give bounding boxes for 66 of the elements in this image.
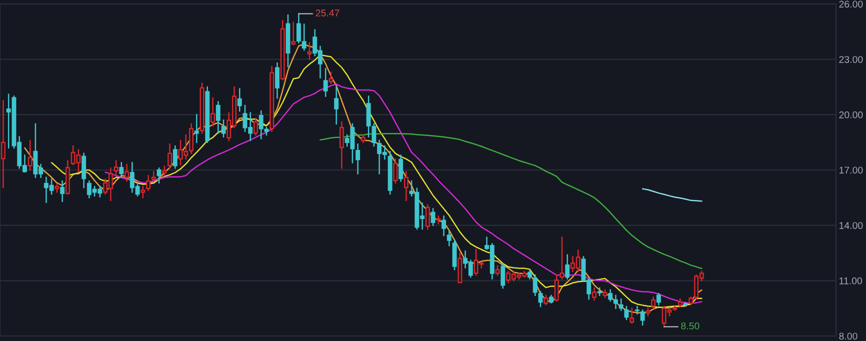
candlestick	[442, 215, 446, 236]
y-tick-label: 26.00	[839, 0, 863, 8]
candlestick	[430, 208, 436, 226]
candlestick	[446, 230, 452, 246]
line-series	[642, 188, 702, 202]
candlestick	[0, 100, 6, 188]
candlestick	[640, 310, 645, 326]
candlestick	[237, 88, 242, 112]
candlestick	[28, 140, 32, 171]
candlestick	[194, 114, 199, 143]
candlestick	[328, 72, 334, 84]
candlestick	[560, 236, 564, 280]
candlestick	[656, 292, 661, 306]
candlestick	[119, 162, 124, 178]
candlestick	[274, 62, 280, 99]
y-tick-label: 11.00	[840, 277, 862, 284]
candlestick	[156, 168, 162, 184]
candlestick	[592, 287, 596, 301]
candlestick	[216, 101, 220, 134]
y-tick-label: 20.00	[839, 111, 863, 118]
candlestick	[114, 160, 118, 176]
candlestick	[168, 144, 172, 169]
candlestick	[398, 154, 404, 182]
candlestick	[323, 68, 328, 97]
candlestick	[565, 254, 570, 280]
candlestick	[254, 118, 258, 136]
candlestick	[630, 308, 634, 324]
y-tick-label: 23.00	[839, 56, 863, 63]
candlestick	[124, 164, 130, 182]
candlestick	[221, 120, 226, 138]
candlestick	[151, 171, 156, 182]
candlestick	[210, 97, 215, 126]
candlestick	[538, 291, 543, 308]
candlestick	[82, 152, 86, 188]
candlestick	[618, 298, 624, 311]
candlestick	[60, 180, 65, 202]
candlestick	[356, 144, 360, 174]
candlestick	[334, 86, 339, 125]
candlestick	[500, 263, 506, 289]
candlestick	[544, 294, 548, 306]
candlestick	[458, 252, 462, 284]
candlestick	[404, 171, 408, 202]
y-tick-label: 8.00	[839, 332, 858, 340]
candlestick	[140, 186, 146, 198]
candlestick	[425, 204, 430, 230]
y-tick-label: 17.00	[840, 166, 863, 174]
candlestick	[528, 268, 532, 280]
annotation: 8.50	[681, 322, 700, 330]
candlestick	[624, 306, 629, 320]
candlestick	[339, 121, 344, 169]
candlestick	[452, 239, 457, 270]
candlestick	[532, 274, 538, 296]
annotation: 25.47	[316, 10, 340, 16]
candlestick	[554, 274, 559, 302]
candlestick	[291, 22, 296, 46]
candlestick	[495, 265, 500, 276]
candlestick	[172, 145, 178, 169]
candlestick	[651, 296, 656, 309]
candlestick	[608, 289, 613, 302]
candlestick	[613, 294, 618, 309]
candlestick	[634, 306, 640, 314]
y-tick-label: 14.00	[840, 222, 863, 229]
candlestick	[393, 158, 398, 184]
candlestick	[162, 166, 167, 176]
candlestick	[146, 174, 151, 191]
candlestick	[307, 42, 312, 60]
